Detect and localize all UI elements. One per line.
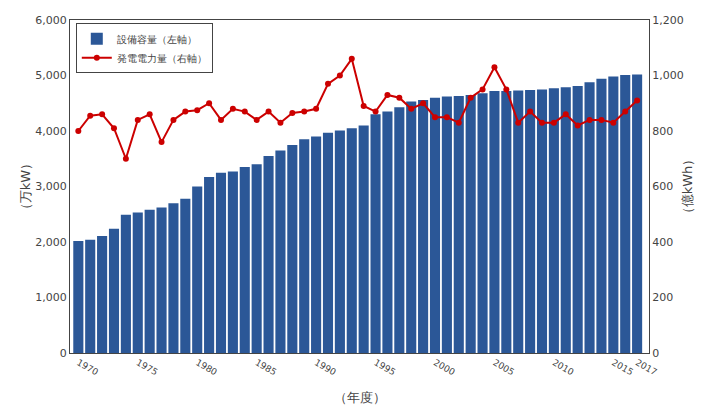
svg-text:1970: 1970 (75, 357, 100, 377)
svg-text:2,000: 2,000 (35, 236, 67, 249)
svg-text:1995: 1995 (372, 357, 397, 377)
svg-text:3,000: 3,000 (35, 180, 67, 193)
svg-text:1985: 1985 (253, 357, 278, 377)
svg-text:（億kWh）: （億kWh） (680, 153, 695, 221)
svg-text:2010: 2010 (551, 357, 576, 377)
svg-text:発電電力量（右軸）: 発電電力量（右軸） (117, 53, 207, 64)
svg-text:（年度）: （年度） (334, 390, 386, 405)
svg-text:1990: 1990 (313, 357, 338, 377)
svg-text:2000: 2000 (432, 357, 457, 377)
svg-text:2017: 2017 (634, 357, 659, 377)
svg-text:1,000: 1,000 (35, 291, 67, 304)
svg-text:2005: 2005 (491, 357, 516, 377)
svg-text:設備容量（左軸）: 設備容量（左軸） (117, 34, 197, 45)
svg-text:400: 400 (652, 236, 673, 249)
svg-text:600: 600 (652, 180, 673, 193)
svg-text:1980: 1980 (194, 357, 219, 377)
svg-text:（万kW）: （万kW） (18, 157, 33, 216)
svg-text:2015: 2015 (610, 357, 635, 377)
svg-text:800: 800 (652, 125, 673, 138)
svg-text:5,000: 5,000 (35, 69, 67, 82)
svg-text:4,000: 4,000 (35, 125, 67, 138)
svg-text:0: 0 (652, 347, 659, 360)
svg-text:200: 200 (652, 291, 673, 304)
svg-text:1975: 1975 (135, 357, 160, 377)
svg-text:0: 0 (60, 347, 67, 360)
svg-text:1,000: 1,000 (652, 69, 684, 82)
svg-text:1,200: 1,200 (652, 14, 684, 27)
svg-text:6,000: 6,000 (35, 14, 67, 27)
